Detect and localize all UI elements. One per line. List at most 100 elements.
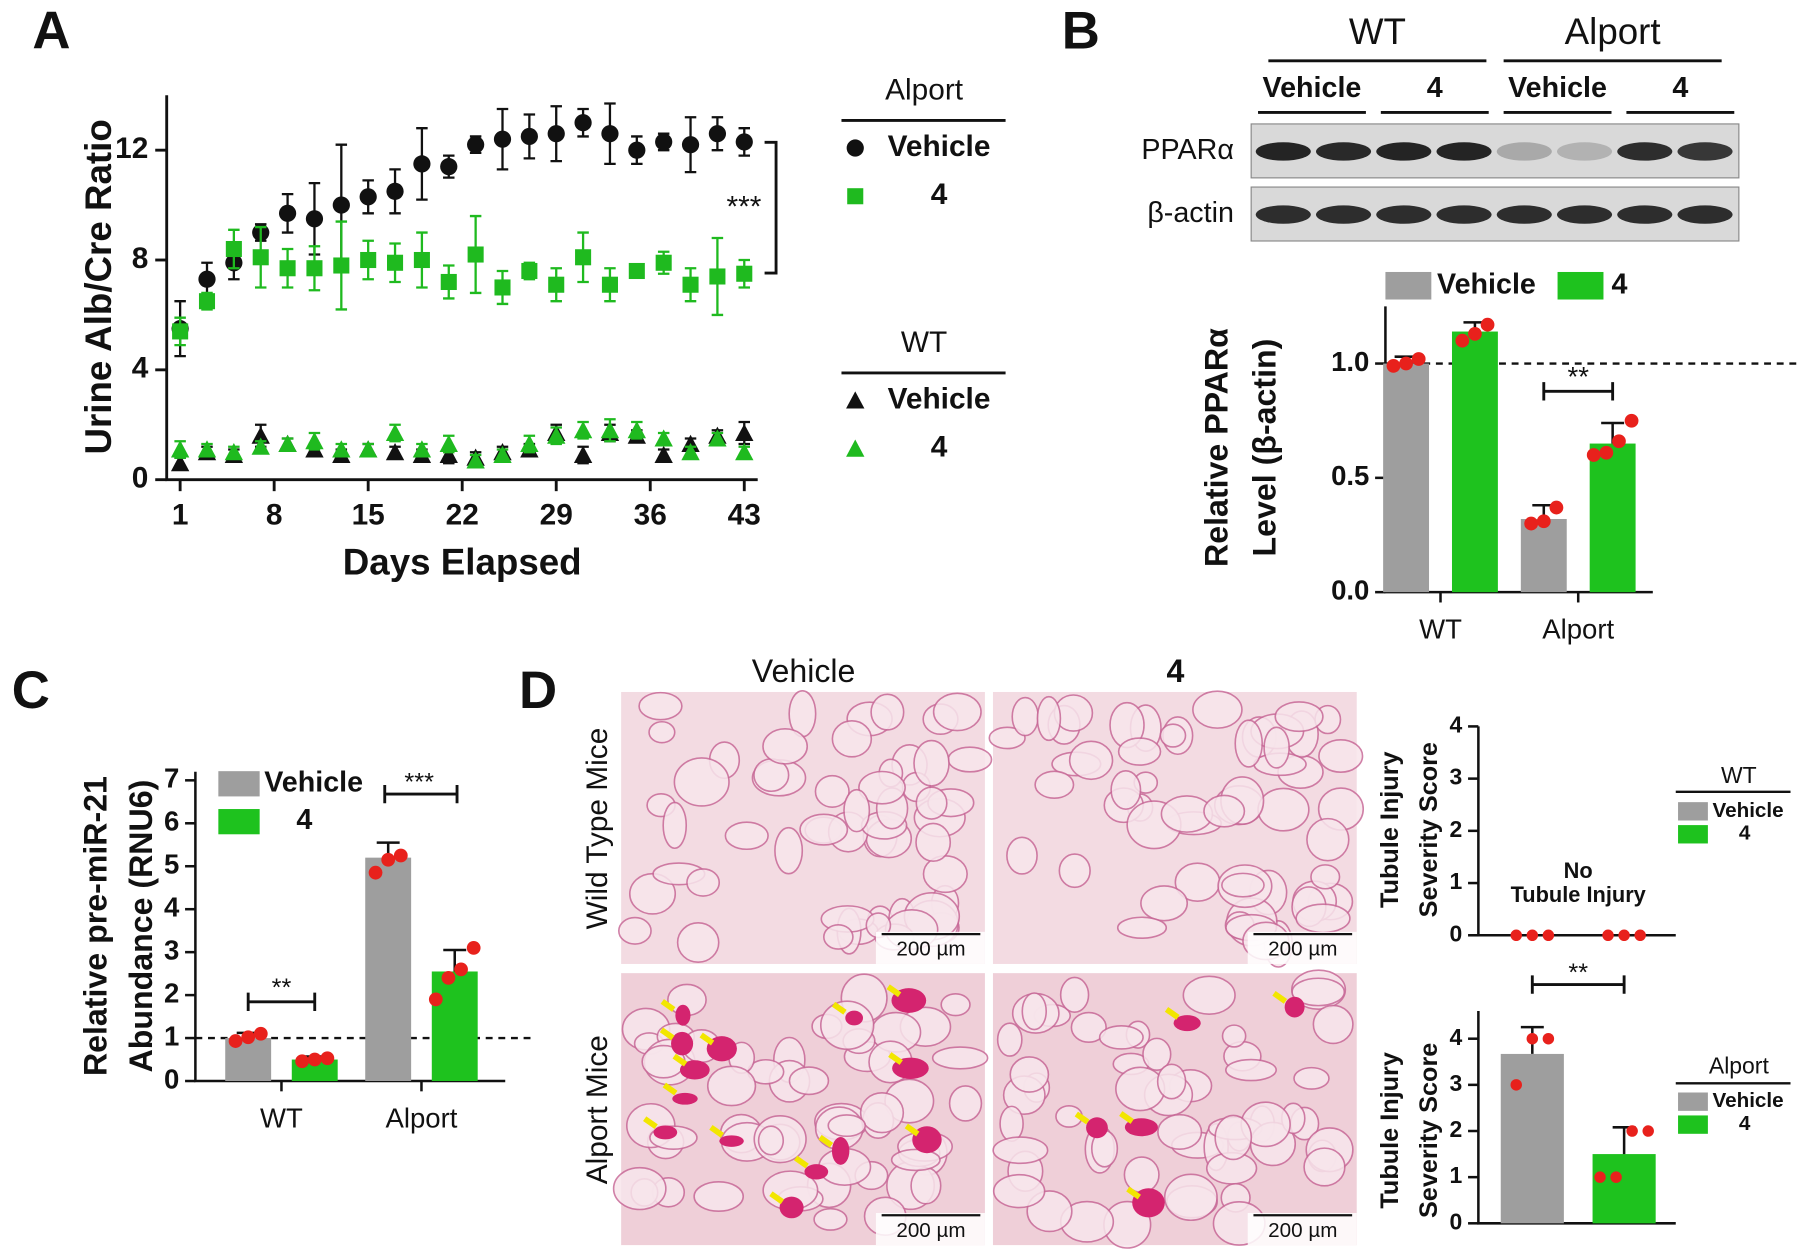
marker	[682, 276, 699, 293]
tubule	[992, 1136, 1049, 1165]
y-axis-label: Tubule Injury	[1376, 751, 1404, 908]
x-tick-label: 36	[634, 498, 667, 531]
data-point	[1610, 1171, 1622, 1183]
marker	[708, 125, 727, 143]
data-point	[1524, 516, 1539, 531]
tubule	[915, 786, 948, 820]
marker	[628, 262, 645, 280]
protein-cast	[675, 1004, 691, 1026]
blot-group-label: WT	[1349, 11, 1406, 52]
marker	[332, 440, 351, 458]
data-point	[241, 1030, 256, 1045]
significance-bracket	[764, 140, 778, 275]
marker	[467, 136, 485, 154]
data-point	[1602, 929, 1614, 942]
marker	[574, 114, 592, 132]
tubule	[1059, 976, 1090, 1013]
marker	[493, 130, 512, 148]
tubule	[686, 868, 721, 897]
marker	[413, 155, 431, 173]
data-point	[1510, 1079, 1522, 1091]
panel-letter: C	[12, 661, 50, 720]
marker	[600, 421, 620, 439]
marker	[412, 440, 432, 458]
arrow	[1164, 1006, 1180, 1020]
protein-cast	[719, 1135, 744, 1147]
protein-cast	[912, 1126, 942, 1154]
tubule	[774, 826, 804, 875]
blot-row-label: PPARα	[1141, 134, 1234, 166]
x-tick-label: 8	[266, 498, 283, 531]
legend-title: WT	[901, 326, 947, 359]
marker	[252, 249, 269, 266]
tubule	[819, 1000, 875, 1051]
y-axis-label: Severity Score	[1415, 1043, 1443, 1218]
arrow	[904, 1123, 920, 1137]
blot-band	[1556, 142, 1613, 161]
data-point	[253, 1026, 268, 1041]
tubule	[1142, 1037, 1172, 1072]
tubule	[724, 821, 769, 851]
y-tick-label: 5	[164, 849, 179, 880]
legend-marker	[846, 439, 865, 457]
marker	[708, 429, 727, 447]
arrow	[672, 1053, 688, 1067]
y-tick-label: 0	[132, 462, 149, 495]
marker	[601, 125, 619, 143]
tubule	[827, 1114, 867, 1138]
annotation: **	[272, 974, 292, 1002]
tubule	[799, 813, 849, 846]
legend-label: 4	[1739, 822, 1751, 845]
marker	[654, 429, 673, 447]
arrow	[643, 1116, 658, 1130]
tubule	[1006, 836, 1038, 875]
marker	[493, 445, 512, 464]
x-tick-label: 43	[728, 498, 761, 531]
tubule	[757, 1125, 785, 1156]
significance-label: ***	[727, 191, 762, 224]
tubule	[1156, 1063, 1187, 1100]
tubule	[1303, 1147, 1346, 1187]
marker	[440, 158, 458, 176]
marker	[413, 251, 430, 269]
blot-treatment-label: 4	[1672, 72, 1688, 104]
blot-band	[1436, 142, 1492, 161]
arrow	[1119, 1111, 1134, 1124]
legend-swatch	[218, 771, 260, 797]
x-tick-label: Alport	[386, 1102, 458, 1133]
data-point	[441, 971, 456, 985]
tubule	[932, 692, 982, 732]
tubule	[1116, 916, 1168, 940]
scale-bar-bg	[875, 931, 985, 964]
marker	[709, 268, 726, 285]
marker	[628, 141, 646, 159]
legend-label: 4	[931, 431, 948, 464]
tubule	[813, 1207, 848, 1231]
tubule	[1058, 853, 1091, 889]
blot-row-label: β-actin	[1147, 197, 1234, 229]
data-point	[1594, 1171, 1606, 1183]
column-label: 4	[1166, 653, 1184, 689]
tubule	[890, 1148, 941, 1172]
legend-label: 4	[931, 178, 948, 211]
y-tick-label: 1.0	[1331, 346, 1369, 377]
tubule	[1274, 701, 1324, 733]
tubule	[1070, 1011, 1107, 1043]
tubule	[999, 1105, 1024, 1142]
blot-band	[1436, 205, 1492, 224]
data-point	[1599, 445, 1614, 460]
arrow	[709, 1124, 725, 1138]
row-label: Wild Type Mice	[581, 728, 614, 930]
tubule	[1036, 695, 1062, 742]
marker	[387, 254, 404, 271]
tubule	[915, 822, 952, 863]
marker	[655, 254, 672, 271]
marker	[278, 204, 297, 222]
marker	[573, 445, 593, 464]
x-tick-label: 1	[172, 498, 189, 531]
blot-band	[1376, 142, 1432, 161]
marker	[467, 246, 484, 263]
data-point	[1411, 352, 1426, 366]
data-point	[1455, 333, 1470, 348]
blot-group-label: Alport	[1565, 11, 1661, 52]
